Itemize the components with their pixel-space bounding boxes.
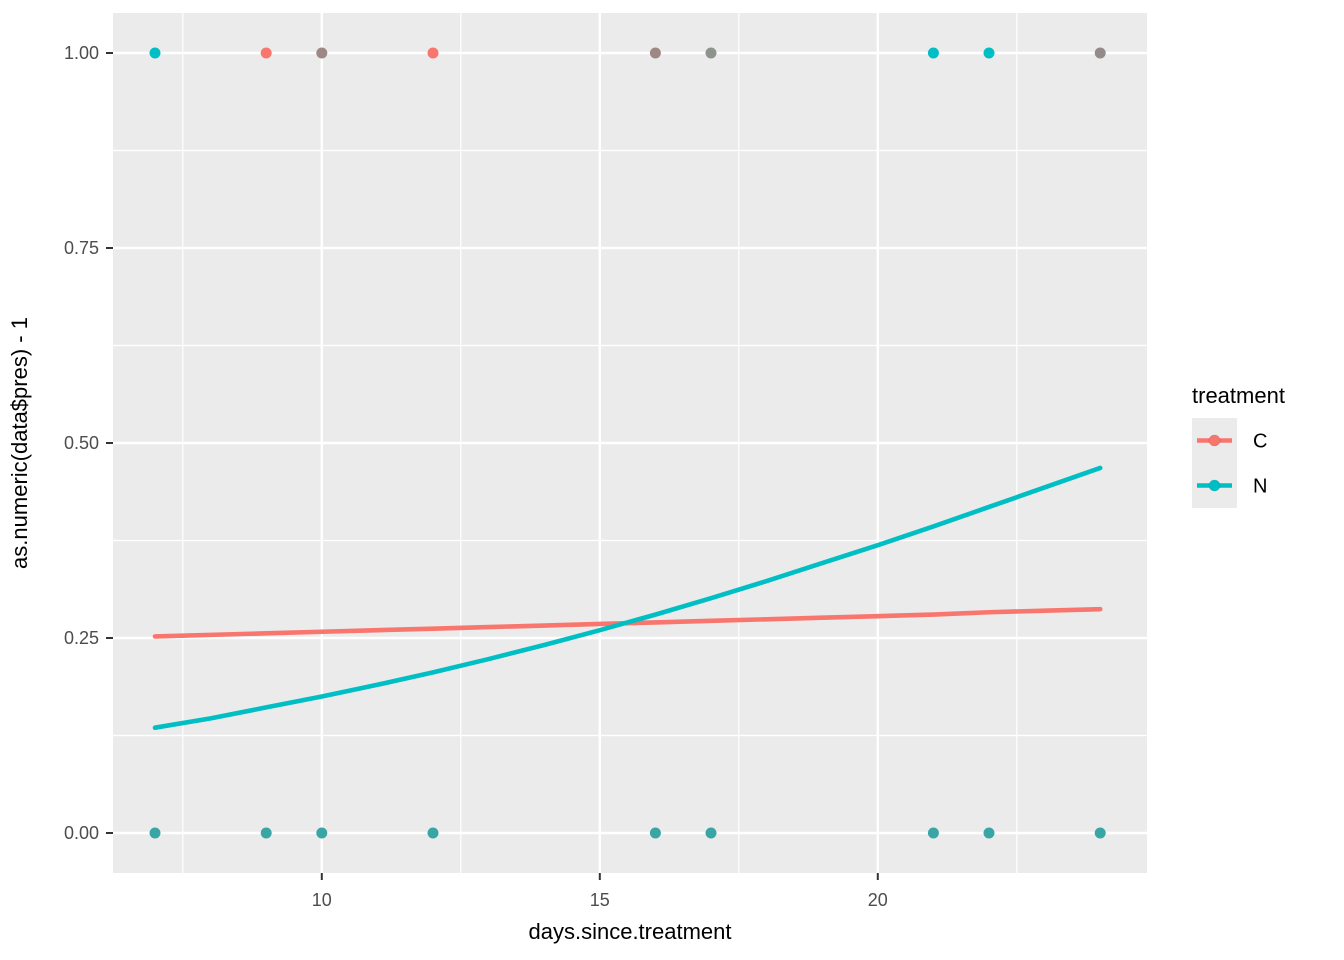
data-point [983, 827, 995, 839]
x-tick-label: 20 [868, 890, 888, 910]
data-point [316, 47, 328, 59]
data-point [427, 827, 439, 839]
data-point [1094, 827, 1106, 839]
axis-layer: 10 15 20 0.00 0.25 0.50 0.75 1.00 [64, 43, 888, 910]
y-tick-label: 0.25 [64, 628, 99, 648]
x-tick-label: 10 [312, 890, 332, 910]
y-tick-label: 0.00 [64, 823, 99, 843]
x-axis-title: days.since.treatment [529, 919, 732, 944]
data-point [260, 47, 272, 59]
data-point [705, 47, 717, 59]
data-point [427, 47, 439, 59]
data-point [149, 47, 161, 59]
data-point [927, 47, 939, 59]
legend-label: C [1253, 431, 1267, 453]
data-point [1094, 47, 1106, 59]
data-point [149, 827, 161, 839]
data-point [260, 827, 272, 839]
data-point [983, 47, 995, 59]
data-point [649, 47, 661, 59]
legend-keys: CN [1192, 418, 1267, 508]
y-axis-title: as.numeric(data$pres) - 1 [7, 317, 32, 569]
y-tick-label: 0.50 [64, 433, 99, 453]
x-tick-label: 15 [590, 890, 610, 910]
data-point [649, 827, 661, 839]
legend-title: treatment [1192, 383, 1285, 408]
legend-key-point [1208, 479, 1221, 492]
data-point [927, 827, 939, 839]
data-point [705, 827, 717, 839]
smooth-line-N [152, 465, 1103, 731]
legend: treatment CN [1192, 383, 1285, 508]
plot-panel-layer [113, 13, 1147, 873]
legend-label: N [1253, 476, 1267, 498]
y-tick-label: 1.00 [64, 43, 99, 63]
data-point [316, 827, 328, 839]
legend-key-point [1208, 434, 1221, 447]
y-tick-label: 0.75 [64, 238, 99, 258]
